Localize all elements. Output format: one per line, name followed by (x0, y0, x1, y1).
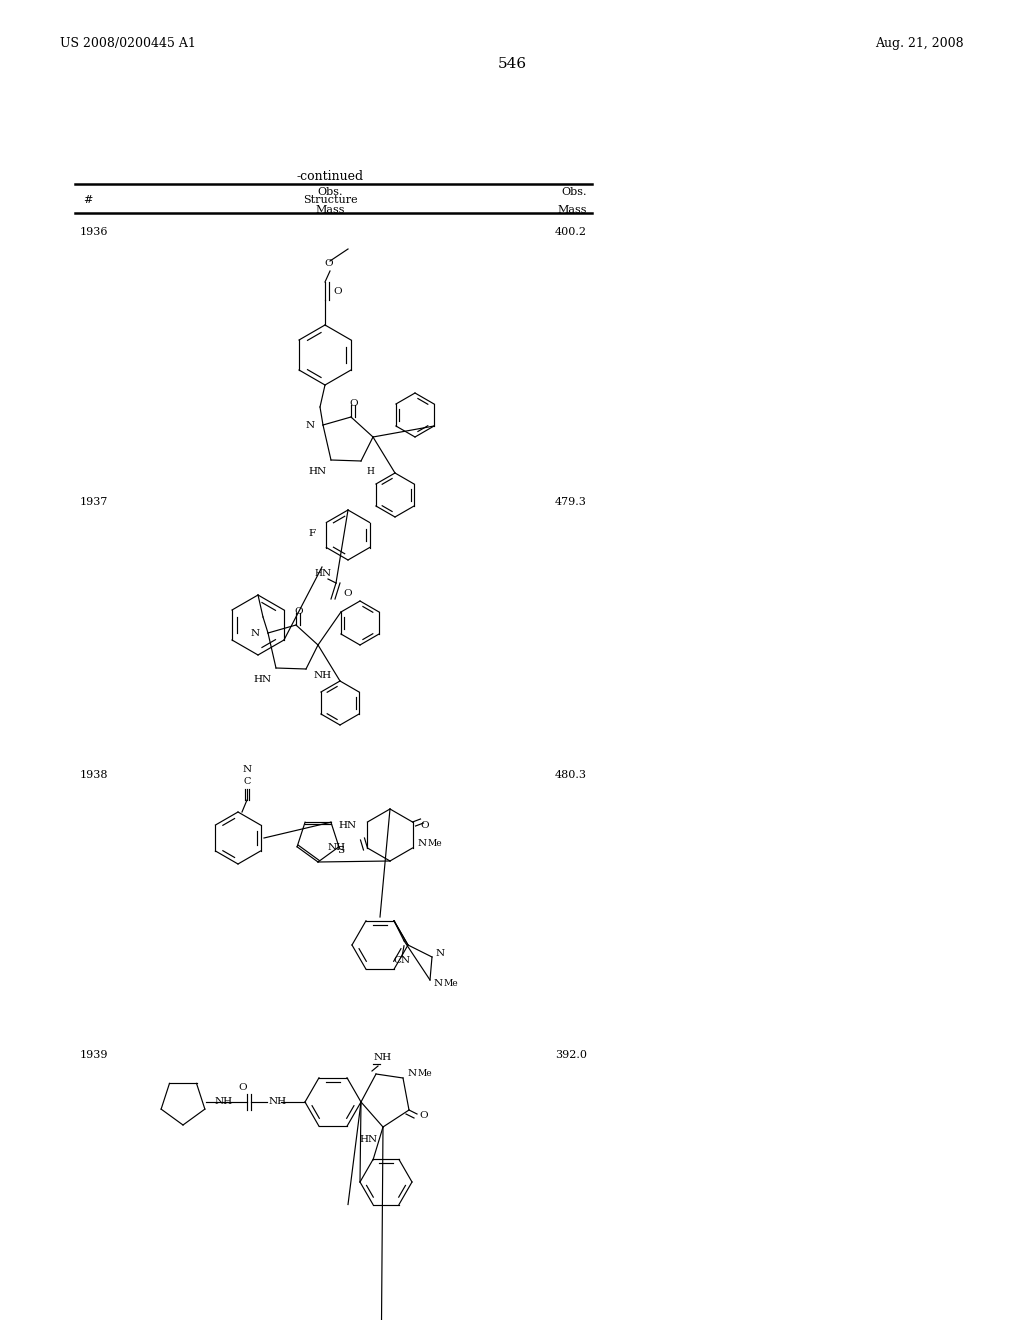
Text: US 2008/0200445 A1: US 2008/0200445 A1 (60, 37, 196, 50)
Text: N: N (251, 628, 260, 638)
Text: H: H (314, 569, 322, 578)
Text: HN: HN (309, 467, 327, 477)
Text: 1937: 1937 (80, 498, 109, 507)
Text: F: F (308, 528, 315, 537)
Text: CN: CN (393, 956, 411, 965)
Text: S: S (337, 846, 344, 855)
Text: O: O (419, 1110, 428, 1119)
Text: HN: HN (254, 676, 272, 685)
Text: 480.3: 480.3 (555, 770, 587, 780)
Text: 392.0: 392.0 (555, 1049, 587, 1060)
Text: 479.3: 479.3 (555, 498, 587, 507)
Text: N: N (418, 838, 427, 847)
Text: N: N (436, 949, 445, 958)
Text: -continued: -continued (296, 169, 364, 182)
Text: 1936: 1936 (80, 227, 109, 238)
Text: Me: Me (427, 838, 442, 847)
Text: C: C (244, 777, 251, 787)
Text: HN: HN (359, 1134, 378, 1143)
Text: NH: NH (328, 843, 345, 853)
Text: Structure: Structure (303, 195, 357, 205)
Text: Me: Me (418, 1068, 432, 1077)
Text: O: O (239, 1084, 248, 1093)
Text: Obs.: Obs. (317, 187, 343, 197)
Text: O: O (421, 821, 429, 829)
Text: N: N (243, 766, 252, 775)
Text: Me: Me (444, 978, 459, 987)
Text: N: N (322, 569, 331, 578)
Text: Obs.: Obs. (561, 187, 587, 197)
Text: HN: HN (338, 821, 356, 830)
Text: NH: NH (314, 671, 332, 680)
Text: O: O (325, 259, 334, 268)
Text: Aug. 21, 2008: Aug. 21, 2008 (876, 37, 964, 50)
Text: NH: NH (269, 1097, 287, 1106)
Text: O: O (295, 606, 303, 615)
Text: 1939: 1939 (80, 1049, 109, 1060)
Text: H: H (366, 466, 374, 475)
Text: O: O (349, 399, 358, 408)
Text: NH: NH (374, 1053, 392, 1063)
Text: O: O (334, 286, 342, 296)
Text: N: N (306, 421, 315, 429)
Text: #: # (83, 195, 92, 205)
Text: O: O (344, 589, 352, 598)
Text: 400.2: 400.2 (555, 227, 587, 238)
Text: Mass: Mass (557, 205, 587, 215)
Text: 1938: 1938 (80, 770, 109, 780)
Text: Mass: Mass (315, 205, 345, 215)
Text: 546: 546 (498, 57, 526, 71)
Text: N: N (434, 978, 443, 987)
Text: N: N (408, 1068, 417, 1077)
Text: NH: NH (215, 1097, 233, 1106)
